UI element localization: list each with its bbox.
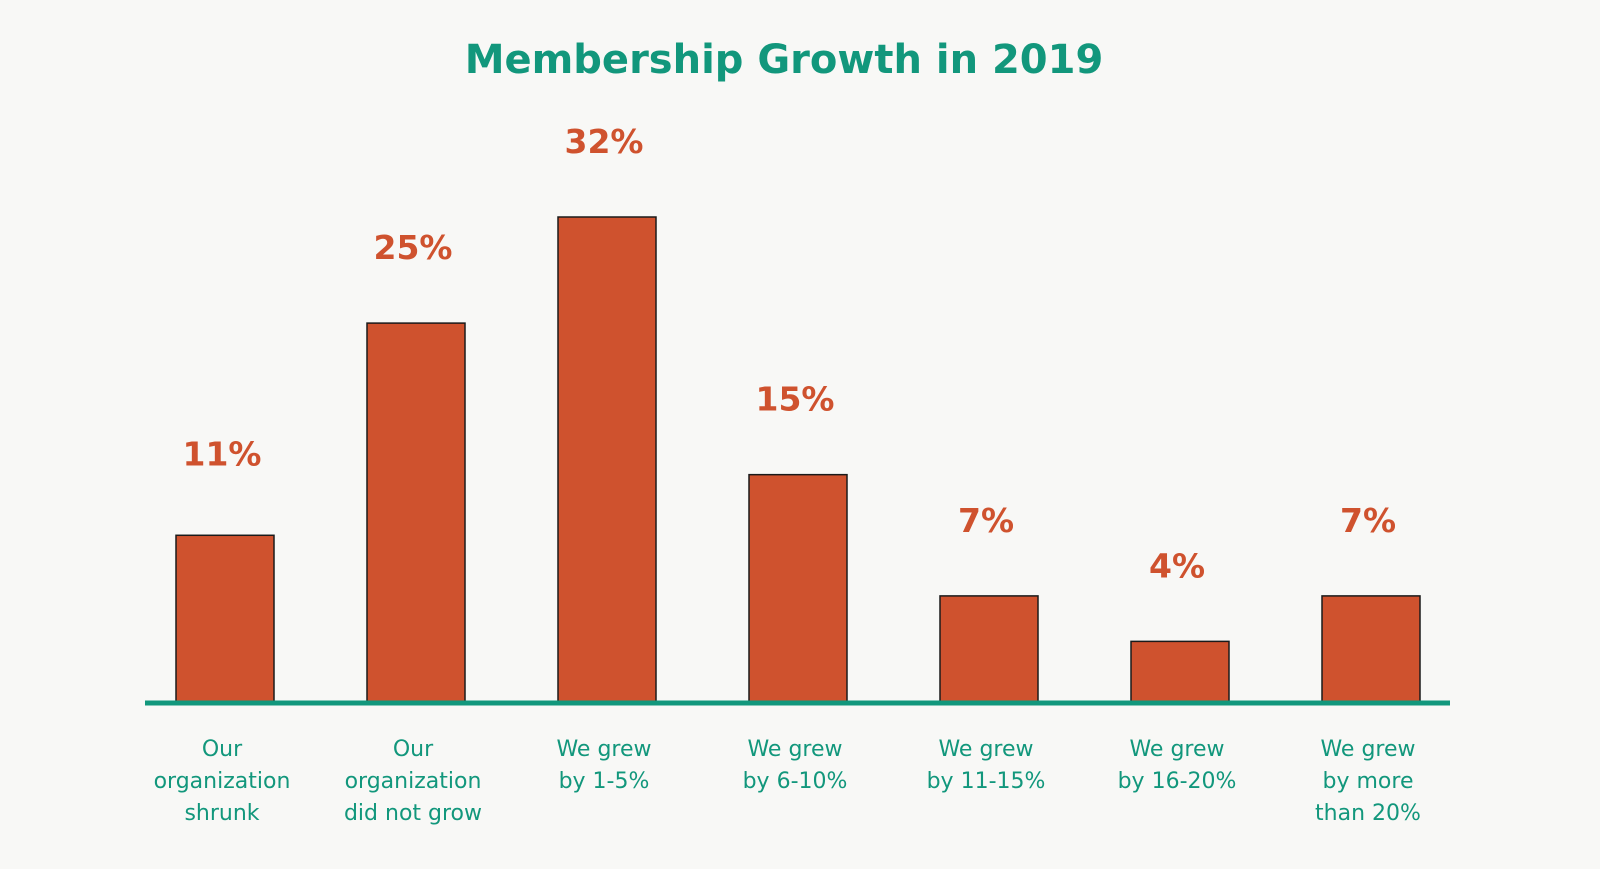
data-label: 25% — [374, 228, 453, 267]
bar — [939, 595, 1039, 703]
category-label: We grew by 6-10% — [743, 737, 848, 794]
category-label: Our organization shrunk — [154, 737, 291, 826]
category-label-line: than 20% — [1315, 801, 1421, 826]
category-label: We grew by more than 20% — [1315, 737, 1421, 826]
category-label: We grew by 16-20% — [1118, 737, 1237, 794]
category-label: Our organization did not grow — [344, 737, 482, 826]
data-label: 4% — [1149, 546, 1205, 585]
bar — [366, 322, 466, 703]
bar — [748, 473, 848, 703]
category-label-line: Our — [393, 737, 434, 762]
data-label: 32% — [565, 122, 644, 161]
bar — [557, 216, 657, 703]
category-label-line: shrunk — [184, 801, 259, 826]
category-label-line: We grew — [1320, 737, 1415, 762]
bar — [175, 534, 275, 703]
data-label: 7% — [958, 501, 1014, 540]
category-label-line: did not grow — [344, 801, 482, 826]
category-label-line: by 6-10% — [743, 769, 848, 794]
category-label-line: by 11-15% — [927, 769, 1046, 794]
category-label-line: We grew — [1129, 737, 1224, 762]
category-label-line: We grew — [747, 737, 842, 762]
category-label-line: by 1-5% — [559, 769, 650, 794]
category-label-line: Our — [202, 737, 243, 762]
category-label-line: organization — [154, 769, 291, 794]
data-label: 11% — [183, 434, 262, 473]
category-label-line: organization — [345, 769, 482, 794]
bar — [1321, 595, 1421, 703]
category-label-line: We grew — [556, 737, 651, 762]
bar — [1130, 640, 1230, 703]
data-label: 15% — [756, 380, 835, 419]
category-label-line: by more — [1323, 769, 1414, 794]
category-label: We grew by 11-15% — [927, 737, 1046, 794]
chart-title: Membership Growth in 2019 — [465, 37, 1104, 83]
data-label: 7% — [1340, 501, 1396, 540]
category-label: We grew by 1-5% — [556, 737, 651, 794]
category-label-line: We grew — [938, 737, 1033, 762]
category-label-line: by 16-20% — [1118, 769, 1237, 794]
